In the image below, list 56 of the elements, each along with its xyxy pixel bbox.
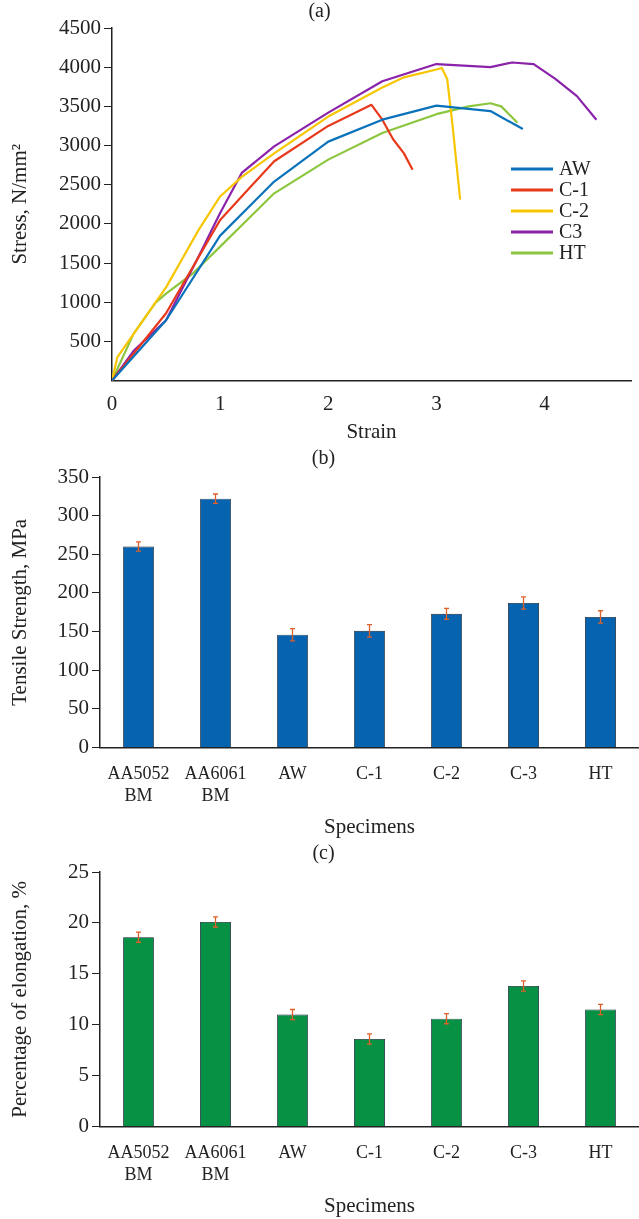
y-tick-label: 15 — [68, 960, 89, 985]
x-tick-label: AA5052 BM — [107, 763, 170, 805]
y-tick-label: 20 — [68, 909, 89, 934]
y-axis-title: Stress, N/mm² — [7, 143, 32, 265]
chart-title: (b) — [311, 446, 336, 470]
x-tick-label: AA6061 BM — [184, 1142, 247, 1184]
y-tick-label: 2000 — [59, 210, 101, 235]
x-tick-label: HT — [588, 763, 613, 784]
x-tick-label: HT — [588, 1142, 613, 1163]
y-tick-label: 3500 — [59, 92, 101, 117]
x-tick-label: AA5052 BM — [107, 1142, 170, 1184]
x-tick-label: C-2 — [433, 763, 460, 784]
legend-label: C-2 — [559, 199, 589, 222]
y-tick-label: 1500 — [59, 249, 101, 274]
legend-label: AW — [559, 157, 591, 180]
legend-label: C3 — [559, 220, 583, 243]
y-axis-title: Percentage of elongation, % — [7, 880, 32, 1118]
x-tick-label: C-2 — [433, 1142, 460, 1163]
x-tick-label: C-1 — [356, 1142, 383, 1163]
chart-title: (a) — [308, 0, 331, 23]
legend-label: HT — [559, 241, 586, 264]
x-tick-label: AA6061 BM — [184, 763, 247, 805]
x-tick-label: 3 — [431, 390, 442, 415]
x-tick-label: C-1 — [356, 763, 383, 784]
x-tick-label: 0 — [106, 390, 118, 415]
y-tick-label: 0 — [78, 734, 89, 759]
legend-label: C-1 — [559, 178, 589, 201]
y-tick-label: 50 — [68, 695, 89, 720]
y-tick-label: 3000 — [59, 132, 101, 157]
y-tick-label: 5 — [78, 1062, 89, 1087]
x-axis-title: Specimens — [324, 1192, 415, 1217]
x-tick-label: AW — [278, 763, 307, 784]
y-tick-label: 500 — [69, 327, 101, 352]
x-tick-label: 1 — [214, 390, 226, 415]
chart-title: (c) — [312, 841, 335, 865]
y-tick-label: 1000 — [59, 288, 101, 313]
y-tick-label: 350 — [57, 463, 89, 488]
x-tick-label: C-3 — [510, 1142, 537, 1163]
y-tick-label: 25 — [68, 858, 89, 883]
y-tick-label: 250 — [57, 540, 89, 565]
x-tick-label: AW — [278, 1142, 307, 1163]
x-tick-label: 4 — [539, 390, 551, 415]
y-tick-label: 150 — [57, 618, 89, 643]
y-tick-label: 300 — [57, 502, 89, 527]
y-tick-label: 10 — [68, 1011, 89, 1036]
x-axis-title: Specimens — [324, 813, 415, 838]
x-axis-title: Strain — [346, 418, 398, 443]
x-tick-label: C-3 — [510, 763, 537, 784]
y-tick-label: 200 — [57, 579, 89, 604]
y-axis-title: Tensile Strength, MPa — [7, 518, 32, 706]
y-tick-label: 0 — [78, 1113, 89, 1138]
x-tick-label: 2 — [323, 390, 334, 415]
y-tick-label: 4500 — [59, 14, 101, 39]
y-tick-label: 4000 — [59, 53, 101, 78]
y-tick-label: 2500 — [59, 171, 101, 196]
y-tick-label: 100 — [57, 656, 89, 681]
